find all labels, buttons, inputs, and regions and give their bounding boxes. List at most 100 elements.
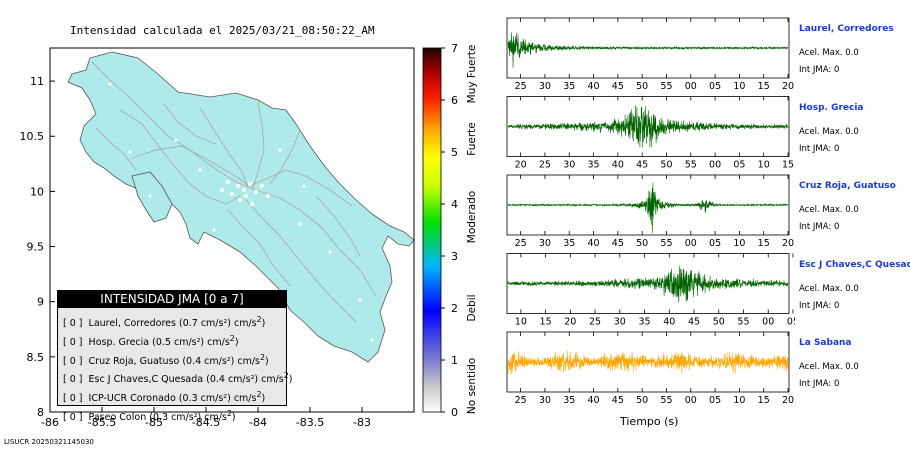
trace-tick-label: 35 bbox=[587, 160, 599, 171]
colorbar-tick-label: 1 bbox=[451, 354, 458, 367]
map-y-tick-label: 10.5 bbox=[20, 130, 45, 143]
trace-tick-label: 50 bbox=[636, 81, 648, 92]
legend-station: Hosp. Grecia (0.5 bbox=[89, 337, 205, 348]
trace-tick-label: 45 bbox=[636, 160, 648, 171]
trace-tick-label: 00 bbox=[709, 160, 721, 171]
trace-tick-label: 05 bbox=[709, 81, 721, 92]
station-max-accel: Acel. Max. 0.0 bbox=[799, 205, 859, 215]
colorbar-tick-label: 0 bbox=[451, 406, 458, 419]
trace-tick-label: 35 bbox=[638, 317, 650, 328]
legend-jma: [ 0 ] bbox=[63, 411, 83, 423]
trace-tick-label: 55 bbox=[660, 395, 672, 406]
map-x-tick-label: -85.5 bbox=[88, 416, 116, 429]
colorbar-category-label: Debil bbox=[466, 294, 478, 321]
legend-station: Paseo Colon (0.3 bbox=[89, 412, 202, 423]
colorbar-tick-label: 7 bbox=[451, 42, 458, 55]
map-x-tick-label: -86 bbox=[41, 416, 59, 429]
waveform-trace bbox=[507, 350, 789, 375]
trace-tick-label: 30 bbox=[563, 160, 575, 171]
trace-tick-label: 25 bbox=[589, 317, 601, 328]
trace-tick-label: 10 bbox=[733, 238, 745, 249]
map-title: Intensidad calculada el 2025/03/21_08:50… bbox=[70, 24, 375, 37]
station-name: Esc J Chaves,C Quesada bbox=[799, 259, 910, 270]
waveform-trace bbox=[507, 32, 789, 68]
trace-tick-label: 00 bbox=[685, 238, 697, 249]
waveform-trace bbox=[507, 182, 789, 233]
legend-unit: cm/s2) bbox=[230, 315, 266, 330]
station-jma-intensity: Int JMA: 0 bbox=[799, 379, 840, 389]
legend-row: [ 0 ] Laurel, Corredores (0.7 cm/s2) bbox=[63, 313, 293, 332]
colorbar-category-label: Moderado bbox=[466, 191, 478, 243]
legend-title: INTENSIDAD JMA [0 a 7] bbox=[57, 290, 287, 308]
station-max-accel: Acel. Max. 0.0 bbox=[799, 126, 859, 137]
legend-row: [ 0 ] Paseo Colon (0.3 cm/s2) bbox=[63, 407, 293, 426]
station-jma-intensity: Int JMA: 0 bbox=[799, 222, 840, 232]
trace-tick-label: 50 bbox=[660, 160, 672, 171]
trace-tick-label: 20 bbox=[782, 238, 794, 249]
map-x-axis: -86 -85.5 -85 -84.5 -84 -83.5 -83 bbox=[41, 407, 371, 429]
map-frame bbox=[49, 47, 415, 413]
waveform-trace bbox=[507, 266, 789, 303]
trace-tick-label: 25 bbox=[515, 238, 527, 249]
station-name: La Sabana bbox=[799, 338, 852, 348]
trace-tick-label: 15 bbox=[758, 395, 770, 406]
time-axis-label: Tiempo (s) bbox=[620, 415, 679, 428]
trace-tick-label: 20 bbox=[515, 160, 527, 171]
legend-jma: [ 0 ] bbox=[63, 355, 83, 367]
station-max-accel: Acel. Max. 0.0 bbox=[799, 283, 859, 294]
trace-tick-label: 45 bbox=[612, 238, 624, 249]
waveform-trace bbox=[507, 105, 789, 148]
map-y-tick-label: 8 bbox=[37, 406, 44, 419]
trace-tick-label: 05 bbox=[787, 317, 795, 328]
trace-tick-label: 00 bbox=[762, 317, 774, 328]
map-y-axis: 11 10.5 10 9.5 9 8.5 8 bbox=[20, 75, 55, 419]
trace-tick-label: 15 bbox=[782, 160, 794, 171]
station-jma-intensity: Int JMA: 0 bbox=[799, 300, 840, 311]
map-y-tick-label: 10 bbox=[30, 185, 44, 198]
legend-unit: cm/s2) bbox=[204, 333, 239, 348]
trace-tick-label: 45 bbox=[688, 317, 700, 328]
map-x-tick-label: -83 bbox=[353, 416, 371, 429]
legend-station: Esc J Chaves,C Quesada (0.4 bbox=[89, 374, 259, 385]
trace-tick-label: 25 bbox=[515, 81, 527, 92]
trace-tick-label: 50 bbox=[713, 317, 725, 328]
trace-tick-label: 55 bbox=[737, 317, 749, 328]
trace-tick-label: 40 bbox=[663, 317, 675, 328]
colorbar-tick-label: 4 bbox=[451, 198, 458, 211]
station-name: Laurel, Corredores bbox=[799, 24, 894, 34]
trace-tick-label: 50 bbox=[636, 395, 648, 406]
trace-tick-label: 35 bbox=[563, 81, 575, 92]
legend-station: Cruz Roja, Guatuso (0.4 bbox=[89, 356, 235, 367]
station-jma-intensity: Int JMA: 0 bbox=[799, 65, 840, 75]
colorbar-tick-label: 6 bbox=[451, 94, 458, 107]
trace-tick-label: 45 bbox=[612, 81, 624, 92]
penn-island bbox=[131, 171, 173, 223]
trace-tick-label: 10 bbox=[733, 395, 745, 406]
trace-tick-label: 35 bbox=[563, 238, 575, 249]
station-jma-intensity: Int JMA: 0 bbox=[799, 143, 840, 154]
footer-id: LISUCR 20250321145030 bbox=[4, 438, 94, 446]
trace-tick-label: 15 bbox=[758, 238, 770, 249]
map-y-tick-label: 8.5 bbox=[27, 351, 45, 364]
station-markers bbox=[108, 82, 374, 342]
costa-rica-land bbox=[67, 51, 415, 363]
trace-tick-label: 55 bbox=[685, 160, 697, 171]
intensity-colorbar: 0 1 2 3 4 5 6 7 No sentido Debil Moderado Fuerte Mu… bbox=[422, 42, 478, 419]
trace-tick-label: 15 bbox=[758, 81, 770, 92]
trace-tick-label: 40 bbox=[612, 160, 624, 171]
trace-tick-label: 20 bbox=[564, 317, 576, 328]
trace-tick-label: 05 bbox=[733, 160, 745, 171]
map-x-tick-label: -84 bbox=[249, 416, 267, 429]
trace-tick-label: 30 bbox=[539, 395, 551, 406]
trace-tick-label: 40 bbox=[587, 395, 599, 406]
legend-jma: [ 0 ] bbox=[63, 393, 83, 405]
trace-tick-label: 30 bbox=[539, 81, 551, 92]
trace-tick-label: 00 bbox=[685, 395, 697, 406]
trace-tick-label: 25 bbox=[515, 395, 527, 406]
station-name: Cruz Roja, Guatuso bbox=[799, 181, 896, 191]
trace-tick-label: 35 bbox=[563, 395, 575, 406]
trace-tick-label: 10 bbox=[758, 160, 770, 171]
trace-tick-label: 30 bbox=[539, 238, 551, 249]
legend-unit: cm/s2) bbox=[258, 371, 293, 386]
intensity-legend: INTENSIDAD JMA [0 a 7] [ 0 ] Laurel, Cor… bbox=[57, 290, 293, 423]
